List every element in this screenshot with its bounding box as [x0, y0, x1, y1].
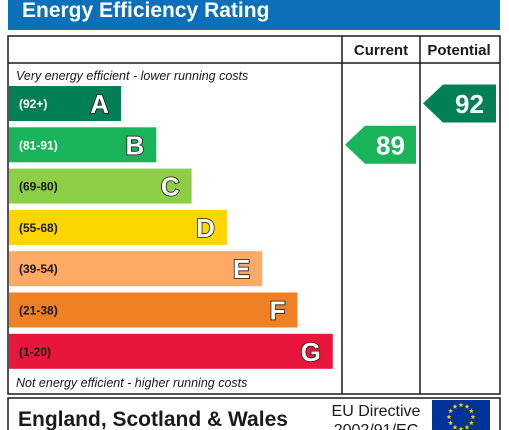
band-e-bar	[9, 251, 263, 287]
band-a-bar	[9, 86, 121, 121]
band-g-bar	[9, 333, 333, 369]
band-e-letter: E	[233, 254, 250, 284]
band-g-letter: G	[301, 337, 321, 367]
footer-directive-line2: 2002/91/EC	[334, 422, 419, 430]
eu-star	[452, 424, 458, 430]
footer-directive-line1: EU Directive	[332, 403, 421, 420]
eu-star	[452, 404, 458, 409]
band-g-range: (1-20)	[19, 345, 51, 359]
eu-star	[470, 414, 476, 420]
band-b-range: (81-91)	[19, 138, 58, 152]
eu-star	[458, 402, 464, 408]
band-c-range: (69-80)	[19, 180, 58, 194]
band-f-range: (21-38)	[19, 304, 58, 318]
band-c-letter: C	[161, 172, 180, 202]
potential-rating-value: 92	[455, 89, 484, 119]
eu-star	[464, 404, 470, 409]
band-b-letter: B	[126, 130, 145, 160]
band-f-bar	[9, 292, 298, 328]
potential-header: Potential	[427, 42, 490, 59]
band-f-letter: F	[270, 296, 286, 326]
band-a-range: (92+)	[19, 97, 47, 111]
rating-bands: (92+) A (81-91) B (69-80) C (55-68) D (39-54) E (2…	[9, 86, 333, 369]
current-rating-value: 89	[376, 130, 405, 160]
band-e-range: (39-54)	[19, 262, 58, 276]
eu-star	[468, 420, 474, 426]
band-a-letter: A	[90, 89, 109, 119]
footer-frame	[7, 397, 501, 430]
eu-star	[448, 420, 454, 426]
title-banner	[8, 0, 500, 30]
top-note: Very energy efficient - lower running co…	[16, 69, 248, 83]
bottom-note: Not energy efficient - higher running co…	[16, 376, 247, 390]
current-header: Current	[354, 42, 408, 59]
band-d-bar	[9, 209, 227, 245]
potential-rating-arrow	[423, 84, 496, 123]
eu-star	[448, 408, 454, 414]
eu-flag-icon	[432, 400, 490, 430]
band-b-bar	[9, 127, 157, 163]
band-d-letter: D	[196, 213, 215, 243]
eu-star	[446, 414, 452, 420]
band-d-range: (55-68)	[19, 221, 58, 235]
rating-arrows: 89 92	[345, 84, 496, 164]
band-c-bar	[9, 168, 192, 204]
footer-region: England, Scotland & Wales	[18, 408, 288, 430]
chart-frame	[7, 35, 501, 395]
eu-star	[464, 424, 470, 430]
eu-star	[458, 426, 464, 430]
current-rating-arrow	[345, 125, 416, 164]
chart-title: Energy Efficiency Rating	[22, 0, 269, 22]
eu-star	[468, 408, 474, 414]
